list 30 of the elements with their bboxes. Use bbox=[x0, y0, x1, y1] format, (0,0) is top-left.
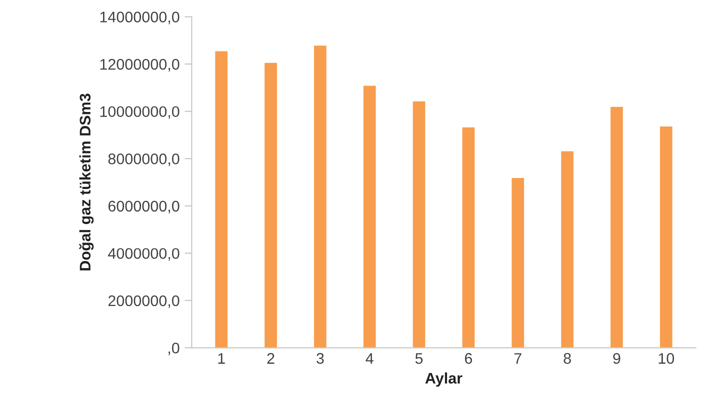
bar bbox=[412, 101, 426, 348]
y-axis-title: Doğal gaz tüketim DSm3 bbox=[79, 94, 94, 270]
y-tick-label: 14000000,0 bbox=[100, 12, 180, 24]
bar bbox=[610, 106, 623, 348]
y-tick-label: ,0 bbox=[168, 342, 180, 356]
x-tick-label: 10 bbox=[658, 353, 674, 364]
x-tick-label: 1 bbox=[218, 353, 225, 364]
x-tick-label: 6 bbox=[464, 353, 472, 364]
x-tick-label: 7 bbox=[514, 353, 522, 364]
bar bbox=[512, 178, 524, 348]
y-tick-label: 12000000,0 bbox=[100, 58, 180, 72]
x-tick-label: 2 bbox=[267, 353, 274, 364]
y-tick-label: 8000000,0 bbox=[108, 153, 180, 166]
bar bbox=[264, 62, 277, 348]
x-axis-title: Aylar bbox=[425, 372, 462, 387]
y-tick-label: 6000000,0 bbox=[108, 200, 180, 214]
x-tick-label: 9 bbox=[613, 353, 620, 364]
bar bbox=[363, 86, 376, 348]
y-tick-label: 2000000,0 bbox=[108, 295, 180, 308]
bar bbox=[215, 51, 228, 348]
bar bbox=[314, 46, 326, 348]
x-tick-label: 3 bbox=[316, 353, 324, 364]
y-tick-label: 4000000,0 bbox=[108, 248, 180, 261]
x-tick-label: 8 bbox=[564, 353, 571, 364]
bar bbox=[462, 127, 475, 348]
x-tick-label: 4 bbox=[366, 353, 374, 364]
bar bbox=[561, 151, 574, 348]
bar bbox=[660, 126, 672, 348]
y-tick-label: 10000000,0 bbox=[100, 106, 180, 119]
x-tick-label: 5 bbox=[415, 353, 423, 364]
